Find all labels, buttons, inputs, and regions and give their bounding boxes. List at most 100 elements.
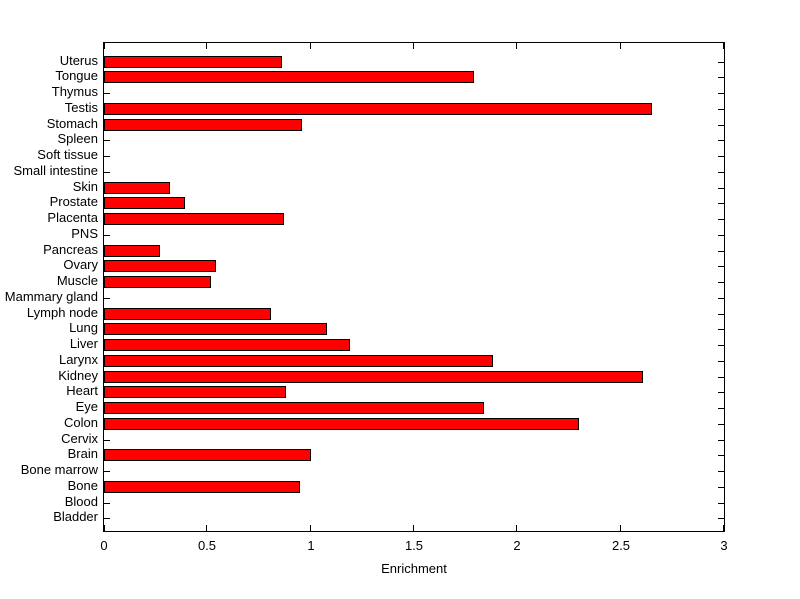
bar-lung xyxy=(104,323,327,335)
bar-colon xyxy=(104,418,579,430)
y-axis-tick xyxy=(718,156,724,157)
y-axis-tick xyxy=(718,235,724,236)
y-axis-tick xyxy=(718,518,724,519)
y-axis-tick xyxy=(718,93,724,94)
y-axis-tick xyxy=(718,392,724,393)
y-tick-label-muscle: Muscle xyxy=(56,273,98,288)
y-axis-tick xyxy=(718,503,724,504)
plot-area xyxy=(103,42,725,532)
y-tick-label-prostate: Prostate xyxy=(49,194,98,209)
y-tick-label-lymph-node: Lymph node xyxy=(26,305,98,320)
y-axis-tick xyxy=(718,251,724,252)
y-tick-label-heart: Heart xyxy=(66,383,98,398)
y-axis-tick xyxy=(718,172,724,173)
x-tick-label: 3 xyxy=(720,538,728,553)
y-axis-tick xyxy=(718,298,724,299)
y-tick-label-brain: Brain xyxy=(67,446,98,461)
y-axis-tick xyxy=(718,188,724,189)
y-axis-tick xyxy=(104,503,110,504)
y-tick-label-ovary: Ovary xyxy=(63,257,98,272)
y-axis-tick xyxy=(718,424,724,425)
y-axis-tick xyxy=(104,93,110,94)
x-tick-label: 0 xyxy=(100,538,108,553)
y-axis-tick xyxy=(718,471,724,472)
y-axis-tick xyxy=(718,345,724,346)
y-axis-tick xyxy=(718,125,724,126)
bar-eye xyxy=(104,402,484,414)
bar-stomach xyxy=(104,119,302,131)
bar-skin xyxy=(104,182,170,194)
y-axis-tick xyxy=(718,266,724,267)
y-axis-tick xyxy=(104,156,110,157)
y-tick-label-stomach: Stomach xyxy=(46,116,98,131)
y-axis-tick xyxy=(104,140,110,141)
y-tick-label-cervix: Cervix xyxy=(61,431,98,446)
y-tick-label-uterus: Uterus xyxy=(59,53,98,68)
x-axis-tick xyxy=(104,525,105,531)
y-tick-label-bone-marrow: Bone marrow xyxy=(20,462,98,477)
y-tick-label-pns: PNS xyxy=(71,226,98,241)
bar-pancreas xyxy=(104,245,160,257)
bar-prostate xyxy=(104,197,185,209)
y-axis-tick xyxy=(718,219,724,220)
x-tick-label: 1 xyxy=(307,538,315,553)
x-tick-label: 0.5 xyxy=(197,538,217,553)
x-tick-label: 2.5 xyxy=(611,538,631,553)
y-axis-tick xyxy=(718,377,724,378)
y-axis-tick xyxy=(104,235,110,236)
y-tick-label-tongue: Tongue xyxy=(55,68,98,83)
y-tick-label-colon: Colon xyxy=(64,415,98,430)
y-axis-tick xyxy=(104,471,110,472)
x-axis-tick xyxy=(723,43,724,49)
y-tick-label-bladder: Bladder xyxy=(53,509,98,524)
bar-bone xyxy=(104,481,300,493)
bar-brain xyxy=(104,449,311,461)
y-tick-label-small-intestine: Small intestine xyxy=(13,163,98,178)
y-tick-label-blood: Blood xyxy=(64,494,98,509)
x-axis-tick xyxy=(620,43,621,49)
y-tick-label-bone: Bone xyxy=(67,478,98,493)
y-tick-label-larynx: Larynx xyxy=(58,352,98,367)
y-tick-label-lung: Lung xyxy=(69,320,98,335)
y-axis-tick xyxy=(718,329,724,330)
bar-larynx xyxy=(104,355,493,367)
bar-liver xyxy=(104,339,350,351)
x-axis-tick xyxy=(104,43,105,49)
bar-uterus xyxy=(104,56,282,68)
x-axis-tick xyxy=(206,525,207,531)
x-axis-label: Enrichment xyxy=(381,561,447,576)
y-axis-tick xyxy=(104,440,110,441)
y-axis-tick xyxy=(718,109,724,110)
x-tick-label: 2 xyxy=(513,538,521,553)
x-axis-tick xyxy=(413,43,414,49)
y-axis-tick xyxy=(718,361,724,362)
bar-tongue xyxy=(104,71,474,83)
y-axis-tick xyxy=(718,455,724,456)
y-axis-tick xyxy=(718,140,724,141)
bar-heart xyxy=(104,386,286,398)
bar-placenta xyxy=(104,213,284,225)
bar-testis xyxy=(104,103,652,115)
x-axis-tick xyxy=(516,525,517,531)
x-axis-tick xyxy=(413,525,414,531)
y-tick-label-kidney: Kidney xyxy=(58,368,98,383)
y-axis-tick xyxy=(718,282,724,283)
x-axis-tick xyxy=(310,43,311,49)
y-tick-label-placenta: Placenta xyxy=(47,210,98,225)
y-axis-tick xyxy=(718,408,724,409)
y-tick-label-mammary-gland: Mammary gland xyxy=(4,289,98,304)
x-axis-tick xyxy=(516,43,517,49)
y-tick-label-skin: Skin xyxy=(72,179,98,194)
y-axis-tick xyxy=(104,298,110,299)
y-tick-label-liver: Liver xyxy=(69,336,98,351)
y-tick-label-thymus: Thymus xyxy=(51,84,98,99)
y-axis-tick xyxy=(718,203,724,204)
y-tick-label-soft-tissue: Soft tissue xyxy=(37,147,98,162)
y-axis-tick xyxy=(718,314,724,315)
bar-ovary xyxy=(104,260,216,272)
y-axis-tick xyxy=(718,487,724,488)
x-tick-label: 1.5 xyxy=(404,538,424,553)
x-axis-tick xyxy=(310,525,311,531)
y-axis-tick xyxy=(104,172,110,173)
